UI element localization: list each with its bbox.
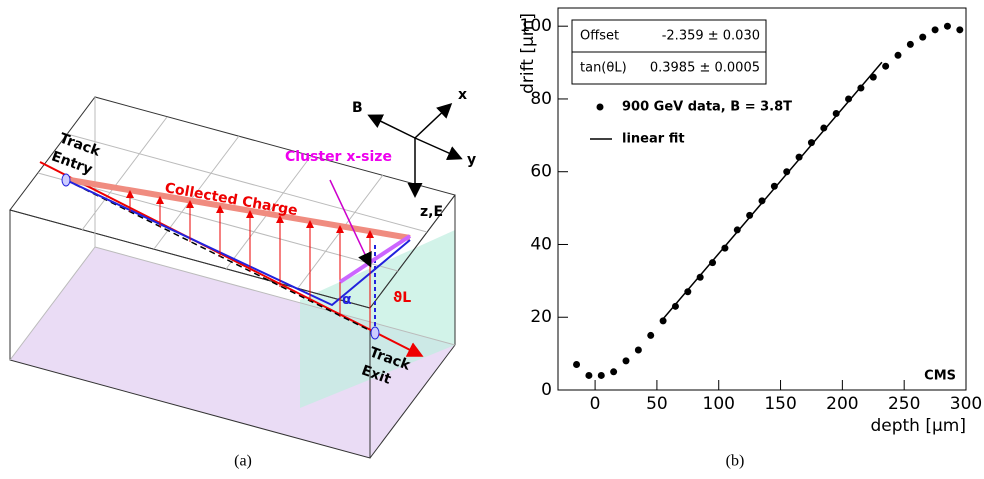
data-point <box>845 95 853 103</box>
y-tick-label: 80 <box>530 89 552 109</box>
label: x <box>458 87 467 103</box>
data-point <box>894 51 902 59</box>
data-point <box>746 211 754 219</box>
data-point <box>733 226 741 234</box>
data-point <box>919 33 927 41</box>
legend-marker <box>596 103 604 111</box>
data-point <box>882 62 890 70</box>
label: B <box>352 100 363 116</box>
data-point <box>696 273 704 281</box>
label: ϑL <box>393 290 411 306</box>
x-tick-label: 150 <box>764 394 796 414</box>
caption: (b) <box>726 453 745 470</box>
y-tick-label: 40 <box>530 234 552 254</box>
fit-value: 0.3985 ± 0.0005 <box>650 61 760 76</box>
data-point <box>807 139 815 147</box>
fit-value: -2.359 ± 0.030 <box>662 29 760 44</box>
entry-point <box>61 173 71 187</box>
cluster-size-bar <box>338 234 412 284</box>
data-point <box>585 371 593 379</box>
data-point <box>931 26 939 34</box>
x-tick-label: 100 <box>703 394 735 414</box>
label: y <box>467 152 476 168</box>
data-point <box>684 288 692 296</box>
x-tick-label: 0 <box>590 394 601 414</box>
diagram: Track Entry Collected Charge Cluster x-s… <box>9 87 476 459</box>
cluster-pointer <box>329 179 372 268</box>
x-tick-label: 200 <box>826 394 858 414</box>
x-tick-label: 250 <box>888 394 920 414</box>
bottom-face <box>10 247 455 458</box>
track <box>39 161 424 357</box>
data-point <box>820 124 828 132</box>
y-tick-label: 0 <box>541 380 552 400</box>
data-point <box>956 26 964 34</box>
y-tick-label: 20 <box>530 307 552 327</box>
data-point <box>671 302 679 310</box>
drift-arrows <box>126 190 374 330</box>
y-tick-label: 60 <box>530 162 552 182</box>
annotation: CMS <box>924 369 956 384</box>
legend-label: linear fit <box>622 132 685 147</box>
data-point <box>709 259 717 267</box>
data-point <box>659 317 667 325</box>
exit-plane <box>300 230 455 408</box>
x-axis-label: depth [μm] <box>870 416 966 436</box>
x-tick-label: 300 <box>950 394 982 414</box>
data-point <box>943 22 951 30</box>
y-axis-label: drift [μm] <box>518 13 538 94</box>
coord-axes <box>367 102 463 198</box>
fit-line <box>662 61 883 320</box>
y-tick-label: 100 <box>520 16 552 36</box>
data-point <box>721 244 729 252</box>
data-point <box>597 371 605 379</box>
legend-label: 900 GeV data, B = 3.8T <box>622 100 792 115</box>
chart: 0 50 100 150 200 250 300 0 20 40 60 80 100 depth [μm]… <box>518 7 982 436</box>
caption: (a) <box>234 453 252 470</box>
data-point <box>795 153 803 161</box>
data-point <box>758 197 766 205</box>
label: Cluster x-size <box>285 149 392 165</box>
plot-frame <box>557 7 967 391</box>
label: α <box>342 292 352 308</box>
x-tick-label: 50 <box>646 394 668 414</box>
exit-point <box>370 326 380 340</box>
fit-param: Offset <box>580 29 619 44</box>
data-point <box>610 368 618 376</box>
data-point <box>622 357 630 365</box>
data-point <box>832 110 840 118</box>
data-point <box>647 331 655 339</box>
data-point <box>770 182 778 190</box>
label: z,E <box>420 204 443 220</box>
data-point <box>906 40 914 48</box>
drift-line <box>65 179 411 307</box>
data-point <box>573 361 581 369</box>
data-point <box>783 168 791 176</box>
data-point <box>634 346 642 354</box>
fit-param: tan(θL) <box>580 61 627 76</box>
